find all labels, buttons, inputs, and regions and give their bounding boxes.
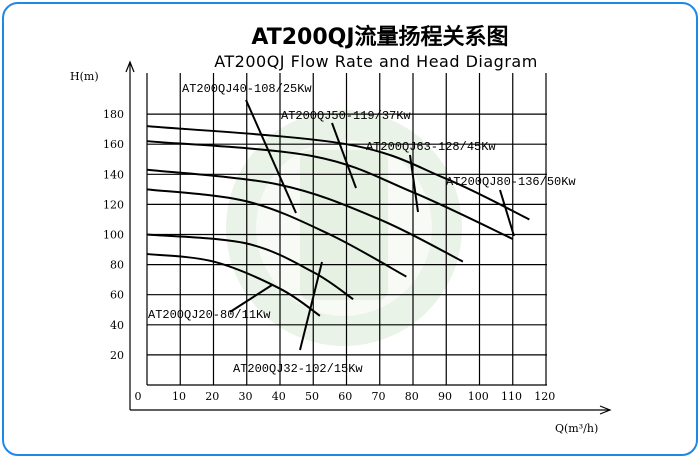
curve-label: AT200QJ80-136/50Kw [446,175,576,189]
y-tick-label: 40 [110,319,124,332]
y-tick-labels: 20 40 60 80 100 120 140 160 180 [103,108,124,362]
y-axis-label: H(m) [70,70,99,83]
curve-line [146,125,530,221]
x-tick-label: 120 [534,390,555,403]
curve-line [146,253,321,317]
x-tick-label: 50 [305,390,319,403]
curve-label: AT200QJ20-80/11Kw [148,308,271,322]
y-tick-label: 180 [103,108,124,121]
curve-label: AT200QJ32-102/15Kw [233,362,363,376]
curve-leader-line [299,261,323,351]
x-tick-label: 10 [172,390,186,403]
x-tick-label: 80 [405,390,419,403]
chart-subtitle: AT200QJ Flow Rate and Head Diagram [214,52,538,71]
curve-label: AT200QJ63-128/45Kw [366,140,496,154]
x-tick-label: 70 [372,390,386,403]
x-tick-label: 20 [205,390,219,403]
x-tick-label: 100 [468,390,489,403]
axes [125,60,612,415]
curve-leader-line [229,284,273,313]
y-tick-label: 20 [110,349,124,362]
x-tick-label: 60 [338,390,352,403]
curve-leader-line [409,154,419,213]
x-axis-label: Q(m³/h) [555,422,598,435]
curve-leader-line [331,122,357,189]
curve-leader-line [499,189,515,237]
performance-curves [146,125,530,317]
curve-line [146,168,464,263]
x-tick-label: 0 [135,390,142,403]
curve-label: AT200QJ50-119/37Kw [281,109,411,123]
curve-label: AT200QJ40-108/25Kw [182,82,312,96]
y-tick-label: 160 [103,138,124,151]
x-tick-label: 90 [438,390,452,403]
curve-line [146,233,354,301]
y-tick-label: 140 [103,168,124,181]
curve-leader-line [245,99,297,214]
x-tick-labels: 0 10 20 30 40 50 60 70 80 90 100 110 120 [135,390,556,403]
x-tick-label: 40 [272,390,286,403]
chart-title: AT200QJ流量扬程关系图 [251,24,508,50]
curve-labels: AT200QJ20-80/11Kw AT200QJ32-102/15Kw AT200… [148,82,576,376]
grid [146,73,547,386]
x-tick-label: 110 [501,390,522,403]
y-tick-label: 80 [110,259,124,272]
y-tick-label: 60 [110,289,124,302]
x-tick-label: 30 [239,390,253,403]
y-tick-label: 100 [103,229,124,242]
curve-line [146,188,407,278]
curve-line [146,140,514,240]
y-tick-label: 120 [103,198,124,211]
x-axis-arrow [599,405,612,415]
y-axis-arrow [125,60,135,73]
